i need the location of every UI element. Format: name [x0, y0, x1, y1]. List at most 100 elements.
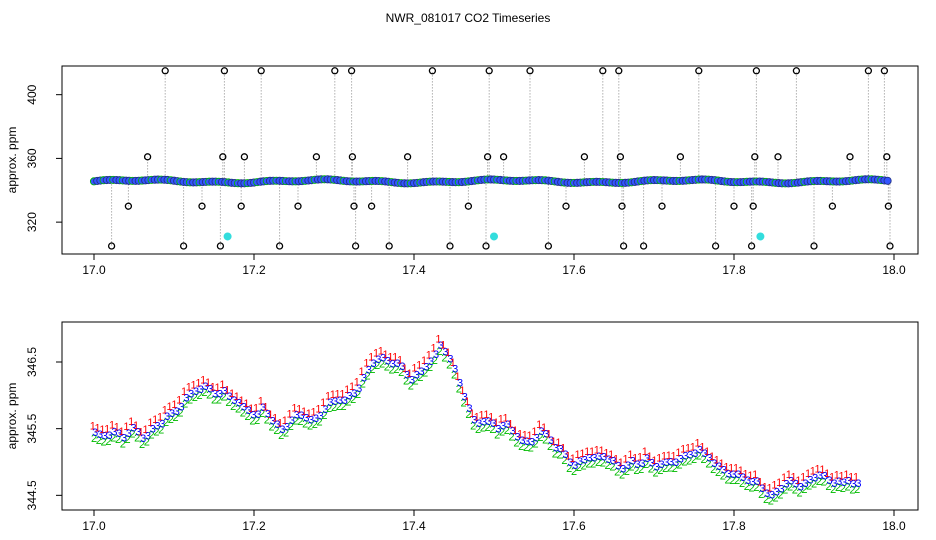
- series-3-point: 3: [678, 454, 684, 466]
- series-2-point: 2: [254, 415, 260, 427]
- series-1-point: 1: [675, 447, 681, 459]
- series-2-point: 2: [782, 485, 788, 497]
- series-1-point: 1: [695, 438, 701, 450]
- series-2-point: 2: [840, 483, 846, 495]
- excursion-point: [124, 202, 133, 210]
- series-1-point: 1: [743, 468, 749, 480]
- series-2-point: 2: [264, 414, 270, 426]
- series-2-point: 2: [225, 397, 231, 409]
- series-3-point: 3: [462, 391, 468, 403]
- series-2-point: 2: [206, 390, 212, 402]
- series-1-point: 1: [575, 449, 581, 461]
- series-1-point: 1: [541, 422, 547, 434]
- series-3-point: 3: [476, 418, 482, 430]
- series-1-point: 1: [594, 444, 600, 456]
- series-1-point: 1: [311, 407, 317, 419]
- series-2-point: 2: [211, 394, 217, 406]
- series-1-point: 1: [603, 447, 609, 459]
- series-2-point: 2: [278, 430, 284, 442]
- series-2-point: 2: [249, 416, 255, 428]
- excursion-point: [464, 202, 473, 210]
- series-2-point: 2: [773, 492, 779, 504]
- series-1-point: 1: [800, 471, 806, 483]
- series-1-point: 1: [373, 347, 379, 359]
- series-1-point: 1: [661, 450, 667, 462]
- series-3-point: 3: [630, 456, 636, 468]
- excursion-point: [257, 67, 265, 75]
- series-3-point: 3: [467, 403, 473, 415]
- series-2-point: 2: [413, 375, 419, 387]
- series-3-point: 3: [635, 459, 641, 471]
- series-1-point: 1: [637, 451, 643, 463]
- series-3-point: 3: [107, 430, 113, 442]
- series-3-point: 3: [534, 433, 540, 445]
- series-3-point: 3: [284, 422, 290, 434]
- series-3-point: 3: [769, 489, 775, 501]
- series-2-point: 2: [845, 481, 851, 493]
- series-3-point: 3: [807, 474, 813, 486]
- series-1-point: 1: [834, 470, 840, 482]
- series-2-point: 2: [720, 471, 726, 483]
- series-2-point: 2: [744, 481, 750, 493]
- series-3-point: 3: [731, 469, 737, 481]
- series-2-point: 2: [705, 459, 711, 471]
- series-3-point: 3: [702, 448, 708, 460]
- excursion-point: [446, 242, 454, 250]
- series-1-point: 1: [325, 390, 331, 402]
- series-1-point: 1: [757, 477, 763, 489]
- series-3-point: 3: [596, 451, 602, 463]
- series-1-point: 1: [589, 446, 595, 458]
- series-1-point: 1: [738, 465, 744, 477]
- series-2-point: 2: [797, 488, 803, 500]
- series-3-point: 3: [126, 428, 132, 440]
- excursion-point: [676, 153, 685, 161]
- excursion-point: [730, 202, 738, 210]
- series-1-point: 1: [95, 422, 101, 434]
- series-2-point: 2: [432, 355, 438, 367]
- excursion-point: [485, 67, 493, 75]
- series-3-point: 3: [606, 454, 612, 466]
- excursion-point: [616, 153, 625, 161]
- series-2-point: 2: [763, 494, 769, 506]
- series-3-point: 3: [673, 457, 679, 469]
- series-3-point: 3: [231, 395, 237, 407]
- series-2-point: 2: [542, 434, 548, 446]
- excursion-point: [216, 242, 225, 250]
- series-2-point: 2: [369, 364, 375, 376]
- series-2-point: 2: [441, 352, 447, 364]
- series-2-point: 2: [715, 467, 721, 479]
- series-1-point: 1: [517, 428, 523, 440]
- series-1-point: 1: [171, 399, 177, 411]
- top-y-tick-label: 400: [25, 84, 39, 104]
- series-2-point: 2: [417, 372, 423, 384]
- series-3-point: 3: [855, 478, 861, 490]
- series-3-point: 3: [788, 476, 794, 488]
- series-3-point: 3: [371, 358, 377, 370]
- excursion-point: [599, 67, 607, 75]
- series-1-point: 1: [704, 446, 710, 458]
- series-1-point: 1: [296, 403, 302, 415]
- series-2-point: 2: [173, 412, 179, 424]
- series-1-point: 1: [752, 469, 758, 481]
- series-2-point: 2: [120, 439, 126, 451]
- series-3-point: 3: [289, 415, 295, 427]
- excursion-point: [179, 242, 188, 250]
- series-3-point: 3: [351, 388, 357, 400]
- series-2-point: 2: [677, 460, 683, 472]
- series-2-point: 2: [101, 437, 107, 449]
- excursion-point: [562, 202, 570, 210]
- series-3-point: 3: [332, 396, 338, 408]
- series-1-point: 1: [301, 406, 307, 418]
- series-2-point: 2: [595, 457, 601, 469]
- series-1-point: 1: [239, 395, 245, 407]
- series-2-point: 2: [149, 430, 155, 442]
- series-1-point: 1: [733, 462, 739, 474]
- series-2-point: 2: [273, 425, 279, 437]
- top-y-axis-title: approx. ppm: [5, 127, 19, 194]
- series-2-point: 2: [398, 367, 404, 379]
- series-3-point: 3: [375, 354, 381, 366]
- series-1-point: 1: [157, 412, 163, 424]
- series-1-point: 1: [407, 368, 413, 380]
- series-3-point: 3: [836, 476, 842, 488]
